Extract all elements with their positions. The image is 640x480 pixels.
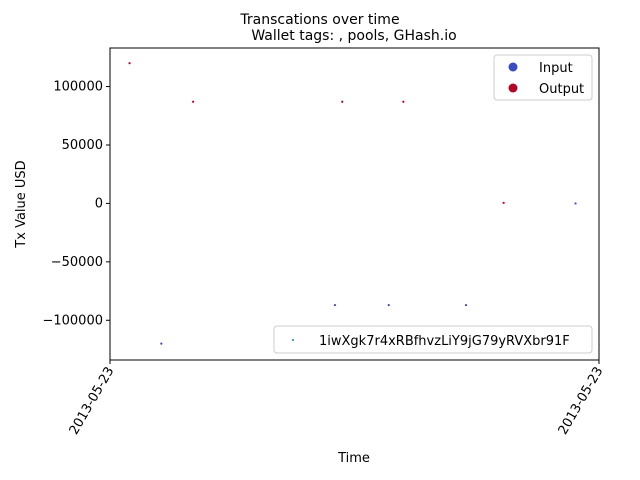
y-tick-label: 100000 [53,80,103,95]
plot-area [109,47,600,361]
y-axis-label: Tx Value USD [14,160,29,248]
y-tick-label: −100000 [42,313,103,328]
legend-label-output: Output [539,82,584,97]
x-tick-label: 2013-05-23 [67,365,118,438]
figure-suptitle: Transcations over time [239,12,399,28]
chart-title: Wallet tags: , pools, GHash.io [251,28,456,44]
y-tick-label: −50000 [51,255,103,270]
legend-marker-output [508,83,518,93]
legend-label-input: Input [539,61,573,76]
data-point-input [333,303,337,307]
data-point-output [341,100,344,103]
legend-input-output: Input Output [493,54,593,101]
y-axis-ticks: −100000 −50000 0 50000 100000 [42,80,110,328]
x-axis-label: Time [337,451,370,466]
data-point-input [464,303,468,307]
data-point-output [128,62,131,65]
data-point-output [502,201,505,204]
x-tick-label: 2013-05-23 [556,365,607,438]
data-point-input [387,303,390,307]
data-points [128,62,577,345]
legend-label-wallet: 1iwXgk7r4xRBfhvzLiY9jG79yRVXbr91F [319,334,570,349]
y-tick-label: 50000 [62,138,103,153]
legend-marker-input [508,62,518,72]
legend-marker-wallet [292,339,294,341]
legend-wallet: 1iwXgk7r4xRBfhvzLiY9jG79yRVXbr91F [273,325,593,354]
data-point-input [574,202,577,205]
data-point-output [192,100,195,103]
data-point-input [160,342,163,345]
x-axis-ticks: 2013-05-23 2013-05-23 [67,360,607,438]
data-point-output [402,100,405,103]
y-tick-label: 0 [95,196,103,211]
